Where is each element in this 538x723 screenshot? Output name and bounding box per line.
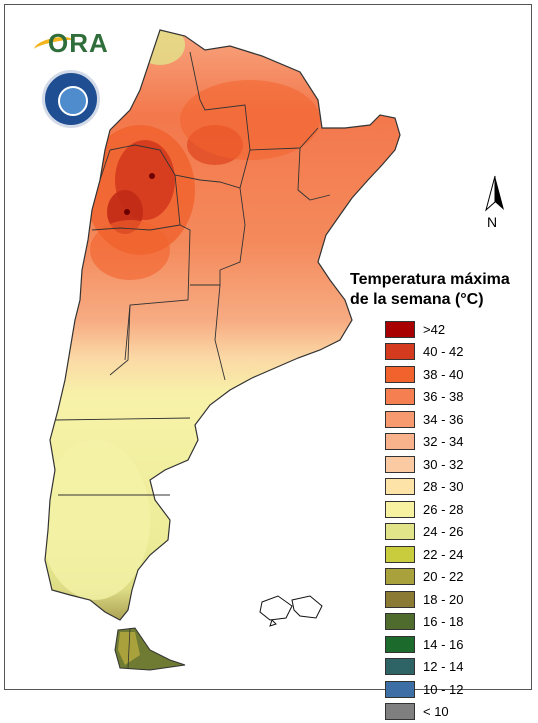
legend-swatch	[385, 546, 415, 563]
legend-label: 10 - 12	[423, 682, 463, 697]
legend-swatch	[385, 591, 415, 608]
hot-spot-marker	[149, 173, 155, 179]
legend-row: 40 - 42	[385, 341, 463, 364]
legend-row: 12 - 14	[385, 656, 463, 679]
legend-label: 20 - 22	[423, 569, 463, 584]
legend-swatch	[385, 568, 415, 585]
legend-label: 24 - 26	[423, 524, 463, 539]
legend-swatch	[385, 681, 415, 698]
legend-swatch	[385, 456, 415, 473]
legend-swatch	[385, 636, 415, 653]
legend-title: Temperatura máxima de la semana (°C)	[350, 270, 530, 310]
legend-row: 38 - 40	[385, 363, 463, 386]
legend-label: 26 - 28	[423, 502, 463, 517]
legend-swatch	[385, 388, 415, 405]
legend-label: 12 - 14	[423, 659, 463, 674]
hot-spot-marker	[124, 209, 130, 215]
legend-swatch	[385, 523, 415, 540]
legend-swatch	[385, 433, 415, 450]
legend-row: 36 - 38	[385, 386, 463, 409]
legend-row: 26 - 28	[385, 498, 463, 521]
legend-label: 14 - 16	[423, 637, 463, 652]
legend-swatch	[385, 478, 415, 495]
legend-label: 40 - 42	[423, 344, 463, 359]
legend-row: 34 - 36	[385, 408, 463, 431]
legend-label: 34 - 36	[423, 412, 463, 427]
legend-row: 30 - 32	[385, 453, 463, 476]
legend-row: 20 - 22	[385, 566, 463, 589]
legend-row: >42	[385, 318, 463, 341]
legend-swatch	[385, 411, 415, 428]
legend-label: 38 - 40	[423, 367, 463, 382]
legend-label: 16 - 18	[423, 614, 463, 629]
seal-center	[58, 86, 88, 116]
legend-label: 36 - 38	[423, 389, 463, 404]
legend-row: < 10	[385, 701, 463, 723]
ora-logo: ORA	[48, 28, 109, 59]
legend-label: 28 - 30	[423, 479, 463, 494]
legend-row: 18 - 20	[385, 588, 463, 611]
legend-swatch	[385, 658, 415, 675]
legend-title-line2: de la semana (°C)	[350, 290, 530, 310]
legend: >42 40 - 42 38 - 40 36 - 38 34 - 36 32 - 34 30…	[385, 318, 463, 723]
legend-row: 16 - 18	[385, 611, 463, 634]
legend-row: 28 - 30	[385, 476, 463, 499]
legend-swatch	[385, 613, 415, 630]
legend-row: 14 - 16	[385, 633, 463, 656]
legend-swatch	[385, 366, 415, 383]
legend-swatch	[385, 321, 415, 338]
legend-label: 18 - 20	[423, 592, 463, 607]
legend-row: 32 - 34	[385, 431, 463, 454]
legend-swatch	[385, 343, 415, 360]
legend-label: 30 - 32	[423, 457, 463, 472]
legend-label: < 10	[423, 704, 449, 719]
smn-seal-logo	[42, 70, 100, 128]
legend-title-line1: Temperatura máxima	[350, 270, 530, 290]
legend-label: 22 - 24	[423, 547, 463, 562]
legend-swatch	[385, 501, 415, 518]
north-label: N	[487, 214, 497, 230]
legend-swatch	[385, 703, 415, 720]
legend-row: 24 - 26	[385, 521, 463, 544]
tierra-del-fuego	[115, 628, 185, 670]
legend-row: 10 - 12	[385, 678, 463, 701]
malvinas-islands	[260, 596, 322, 626]
legend-label: >42	[423, 322, 445, 337]
legend-row: 22 - 24	[385, 543, 463, 566]
legend-label: 32 - 34	[423, 434, 463, 449]
